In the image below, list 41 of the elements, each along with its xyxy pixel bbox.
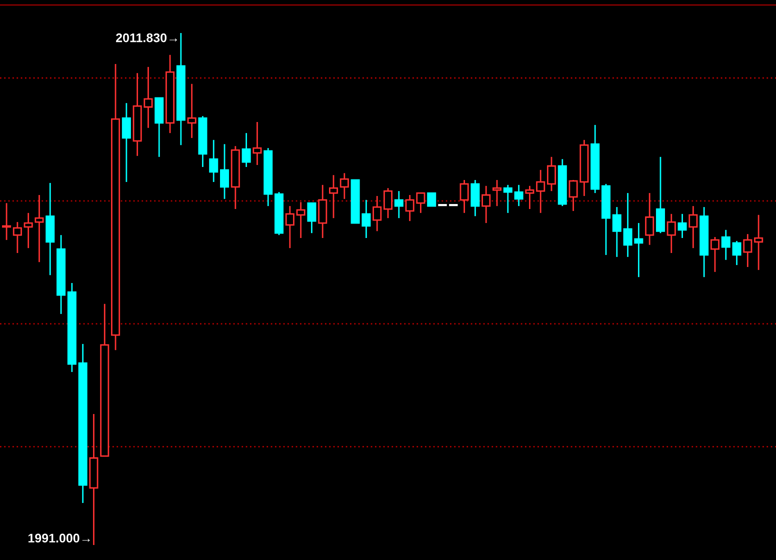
candlestick: [678, 213, 687, 239]
candlestick: [394, 190, 404, 219]
candlestick: [285, 205, 294, 249]
candlestick: [230, 145, 240, 210]
candlestick: [743, 233, 752, 268]
candlestick: [525, 185, 534, 210]
candlestick: [78, 343, 88, 504]
annotation: 1991.000→: [28, 534, 90, 543]
candlestick: [721, 229, 730, 261]
candlestick: [296, 201, 306, 239]
candlestick: [89, 413, 98, 546]
candlestick: [24, 212, 33, 249]
candlestick: [2, 202, 12, 241]
candlestick: [264, 147, 273, 207]
candlestick: [67, 282, 76, 373]
candlestick: [340, 172, 349, 200]
candlestick: [688, 205, 698, 249]
candlestick: [209, 139, 218, 183]
candlestick: [318, 184, 328, 239]
candlestick: [514, 184, 524, 207]
candlestick: [56, 234, 66, 315]
candlestick: [220, 143, 230, 200]
candlestick: [46, 182, 55, 276]
candlestick: [666, 213, 676, 254]
annotation: 2011.830→: [116, 33, 177, 42]
candlestick: [176, 32, 186, 146]
candlestick: [111, 63, 120, 351]
candlestick: [122, 102, 131, 183]
candlestick: [372, 195, 382, 232]
candlestick: [187, 83, 196, 139]
candlestick: [12, 221, 22, 254]
candlestick: [612, 206, 622, 258]
candlestick: [166, 54, 175, 134]
candlestick: [754, 214, 764, 271]
candlestick: [700, 206, 709, 278]
candlestick: [328, 174, 338, 219]
candlestick: [645, 192, 654, 246]
candlestick: [252, 121, 262, 166]
candlestick: [34, 194, 44, 263]
candlestick: [482, 185, 491, 224]
candlestick: [536, 169, 546, 214]
